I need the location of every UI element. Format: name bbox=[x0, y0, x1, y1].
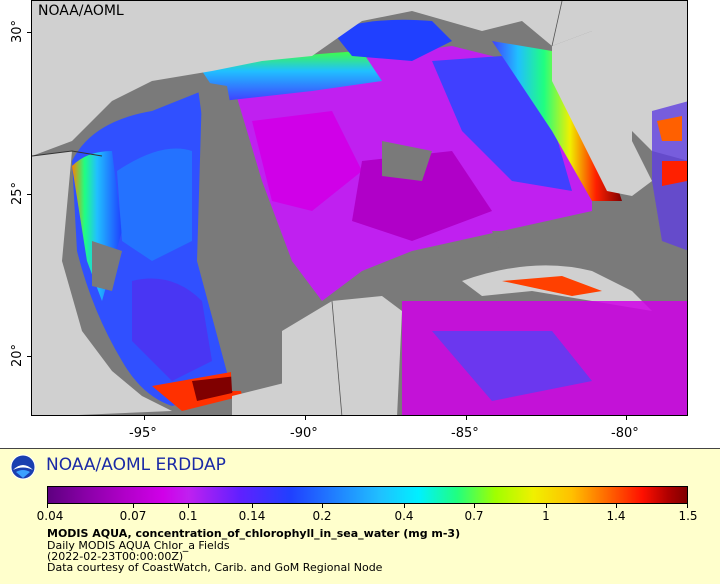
lat-tick bbox=[27, 356, 31, 357]
lat-label-20: 20° bbox=[10, 343, 26, 368]
lat-tick bbox=[27, 32, 31, 33]
colorbar-tick bbox=[133, 504, 134, 508]
map-corner-label: NOAA/AOML bbox=[38, 3, 124, 19]
lon-label-80: -80° bbox=[611, 426, 639, 441]
colorbar-label: 0.04 bbox=[36, 509, 64, 523]
lon-tick bbox=[626, 416, 627, 420]
lat-tick bbox=[27, 194, 31, 195]
colorbar-tick bbox=[474, 504, 475, 508]
lon-label-85: -85° bbox=[451, 426, 479, 441]
colorbar-label: 0.1 bbox=[178, 509, 198, 523]
lon-tick bbox=[144, 416, 145, 420]
lon-label-90: -90° bbox=[290, 426, 318, 441]
colorbar-tick bbox=[47, 504, 48, 508]
colorbar-label: 0.07 bbox=[119, 509, 147, 523]
lat-label-30: 30° bbox=[10, 19, 26, 44]
dataset-description: Daily MODIS AQUA Chlor_a Fields bbox=[47, 539, 230, 552]
lon-tick bbox=[305, 416, 306, 420]
map-area[interactable] bbox=[31, 0, 688, 416]
colorbar bbox=[47, 486, 688, 504]
colorbar-tick bbox=[616, 504, 617, 508]
dataset-title: MODIS AQUA, concentration_of_chlorophyll… bbox=[47, 527, 461, 540]
noaa-logo-icon bbox=[10, 454, 36, 480]
colorbar-tick bbox=[188, 504, 189, 508]
dataset-time: (2022-02-23T00:00:00Z) bbox=[47, 550, 184, 563]
colorbar-label: 1.4 bbox=[606, 509, 626, 523]
colorbar-tick bbox=[322, 504, 323, 508]
colorbar-label: 1.5 bbox=[678, 509, 698, 523]
data-credit: Data courtesy of CoastWatch, Carib. and … bbox=[47, 561, 383, 574]
lon-label-95: -95° bbox=[129, 426, 157, 441]
colorbar-tick bbox=[252, 504, 253, 508]
colorbar-tick bbox=[546, 504, 547, 508]
colorbar-label: 0.14 bbox=[238, 509, 266, 523]
lat-label-25: 25° bbox=[10, 181, 26, 206]
colorbar-label: 1 bbox=[542, 509, 550, 523]
colorbar-label: 0.4 bbox=[394, 509, 414, 523]
colorbar-label: 0.2 bbox=[312, 509, 332, 523]
lon-tick bbox=[466, 416, 467, 420]
legend-panel bbox=[0, 448, 720, 584]
chlorophyll-map bbox=[32, 1, 687, 415]
colorbar-label: 0.7 bbox=[464, 509, 484, 523]
colorbar-tick bbox=[404, 504, 405, 508]
colorbar-tick bbox=[687, 504, 688, 508]
org-name: NOAA/AOML ERDDAP bbox=[46, 455, 226, 475]
